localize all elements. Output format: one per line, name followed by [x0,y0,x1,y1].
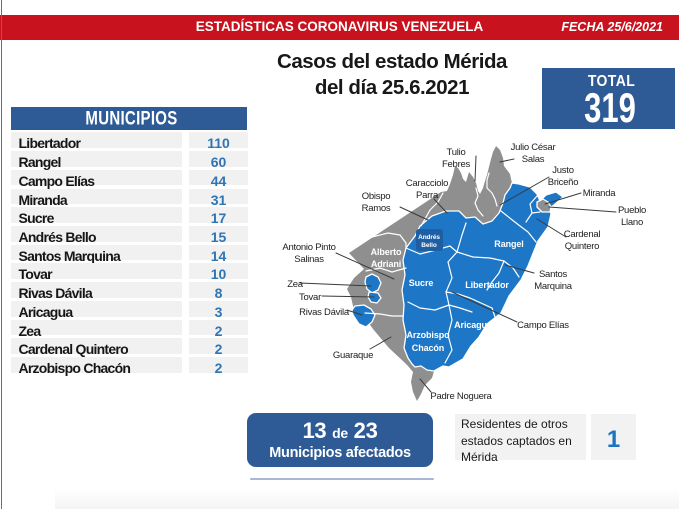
svg-text:Libertador: Libertador [465,280,509,290]
svg-text:Julio César: Julio César [511,142,556,153]
svg-text:Padre Noguera: Padre Noguera [430,391,492,402]
svg-text:Tovar: Tovar [299,292,321,303]
svg-text:Briceño: Briceño [548,177,578,188]
svg-text:Obispo: Obispo [362,191,391,202]
svg-text:Campo Elías: Campo Elías [517,320,569,331]
svg-text:Febres: Febres [442,159,471,170]
svg-text:Guaraque: Guaraque [333,350,373,361]
svg-text:Miranda: Miranda [583,188,617,199]
svg-text:Salas: Salas [522,154,545,165]
svg-text:Cardenal: Cardenal [564,229,601,240]
svg-text:Tulio: Tulio [447,147,466,158]
svg-text:Justo: Justo [552,165,573,176]
svg-text:Salinas: Salinas [294,254,324,265]
svg-text:Adriani: Adriani [371,259,401,269]
svg-text:Llano: Llano [621,217,643,228]
svg-text:Bello: Bello [421,242,437,249]
svg-text:Santos: Santos [539,269,568,280]
svg-text:Alberto: Alberto [371,247,402,257]
svg-text:Chacón: Chacón [412,343,444,353]
svg-text:Parra: Parra [416,190,439,201]
svg-text:Antonio Pinto: Antonio Pinto [282,242,335,253]
svg-text:Aricagua: Aricagua [454,320,493,330]
svg-text:Marquina: Marquina [534,281,573,292]
svg-text:Pueblo: Pueblo [618,205,646,216]
svg-text:Rivas Dávila: Rivas Dávila [299,307,350,318]
svg-text:Ramos: Ramos [362,203,391,214]
svg-text:Arzobispo: Arzobispo [406,330,450,340]
svg-text:Quintero: Quintero [565,241,599,252]
svg-text:Caracciolo: Caracciolo [406,178,448,189]
svg-text:Sucre: Sucre [409,278,434,288]
svg-text:Andrés: Andrés [418,234,440,241]
svg-text:Zea: Zea [287,279,304,290]
svg-text:Rangel: Rangel [494,239,523,249]
